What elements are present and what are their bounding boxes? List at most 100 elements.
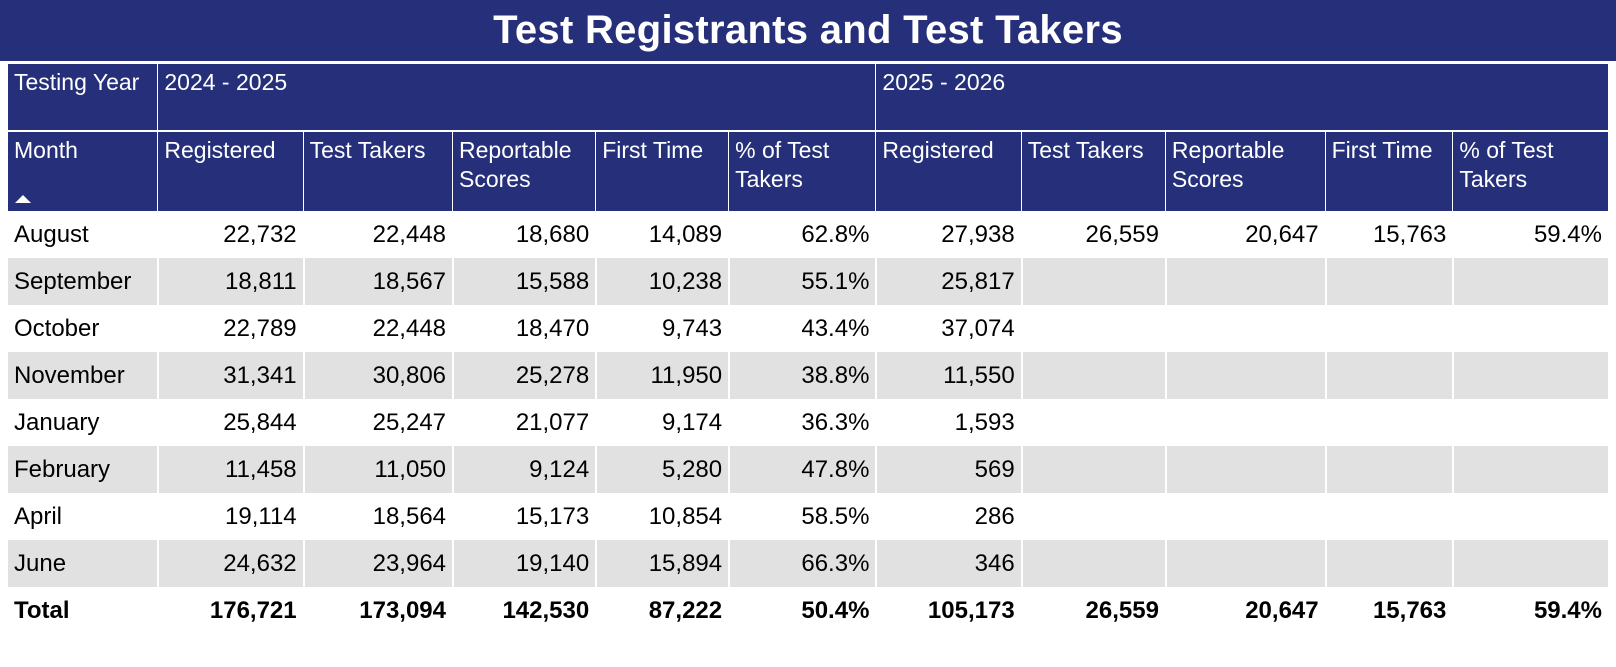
col-header-test-takers[interactable]: Test Takers: [1020, 130, 1165, 211]
value-cell: 47.8%: [728, 446, 876, 493]
col-header-pct-test-takers[interactable]: % of Test Takers: [1452, 130, 1608, 211]
col-header-registered[interactable]: Registered: [875, 130, 1021, 211]
value-cell: [1020, 399, 1165, 446]
value-cell: 25,844: [157, 399, 302, 446]
table-row: September 18,811 18,567 15,588 10,238 55.1% 25…: [8, 258, 1608, 305]
value-cell: 25,247: [302, 399, 452, 446]
value-cell: 18,811: [157, 258, 303, 305]
value-cell: 59.4%: [1452, 587, 1608, 634]
table-row: October 22,789 22,448 18,470 9,743 43.4% 37,07…: [8, 305, 1608, 352]
sort-ascending-icon[interactable]: [15, 195, 31, 203]
value-cell: 37,074: [875, 305, 1020, 352]
column-header-row: Month Registered Test Takers Reportable …: [8, 130, 1608, 211]
value-cell: 15,173: [452, 493, 595, 540]
value-cell: 50.4%: [728, 587, 875, 634]
value-cell: [1164, 540, 1325, 587]
value-cell: 18,564: [302, 493, 452, 540]
value-cell: 23,964: [302, 540, 453, 587]
value-cell: 38.8%: [728, 352, 876, 399]
value-cell: [1020, 540, 1165, 587]
total-row: Total 176,721 173,094 142,530 87,222 50.4% 105…: [8, 587, 1608, 634]
month-cell: June: [8, 540, 158, 587]
value-cell: [1452, 352, 1608, 399]
value-cell: [1164, 446, 1325, 493]
value-cell: 1,593: [875, 399, 1020, 446]
value-cell: 66.3%: [728, 540, 876, 587]
col-header-reportable-scores[interactable]: Reportable Scores: [452, 130, 596, 211]
value-cell: 14,089: [595, 211, 728, 258]
year-header-2025-2026: 2025 - 2026: [875, 64, 1608, 130]
col-header-registered[interactable]: Registered: [157, 130, 303, 211]
value-cell: 142,530: [452, 587, 595, 634]
value-cell: 15,894: [595, 540, 729, 587]
value-cell: [1324, 399, 1453, 446]
value-cell: 15,588: [452, 258, 596, 305]
value-cell: [1020, 493, 1165, 540]
value-cell: 22,732: [157, 211, 302, 258]
value-cell: [1324, 305, 1453, 352]
value-cell: 10,238: [595, 258, 729, 305]
value-cell: 30,806: [302, 352, 453, 399]
col-header-first-time[interactable]: First Time: [1324, 130, 1453, 211]
value-cell: [1020, 446, 1165, 493]
page-title: Test Registrants and Test Takers: [0, 0, 1616, 61]
col-header-reportable-scores[interactable]: Reportable Scores: [1164, 130, 1325, 211]
value-cell: [1324, 493, 1453, 540]
value-cell: [1164, 305, 1325, 352]
value-cell: [1452, 493, 1608, 540]
month-cell: April: [14, 503, 63, 530]
value-cell: 22,789: [157, 305, 302, 352]
value-cell: [1452, 258, 1608, 305]
month-cell: August: [14, 221, 89, 248]
value-cell: 25,817: [875, 258, 1021, 305]
value-cell: 9,174: [595, 399, 728, 446]
value-cell: 11,050: [302, 446, 453, 493]
month-cell: February: [8, 446, 158, 493]
table-row: November 31,341 30,806 25,278 11,950 38.8% 11,…: [8, 352, 1608, 399]
value-cell: 15,763: [1324, 587, 1453, 634]
table-row: January 25,844 25,247 21,077 9,174 36.3% 1,593: [8, 399, 1608, 446]
value-cell: 20,647: [1164, 587, 1325, 634]
value-cell: 26,559: [1020, 587, 1165, 634]
value-cell: 19,114: [157, 493, 302, 540]
table-row: April 19,114 18,564 15,173 10,854 58.5% 286: [8, 493, 1608, 540]
value-cell: 87,222: [595, 587, 728, 634]
month-header-label: Month: [14, 137, 78, 163]
value-cell: 15,763: [1324, 211, 1453, 258]
month-column-header[interactable]: Month: [8, 130, 158, 211]
value-cell: 26,559: [1020, 211, 1165, 258]
value-cell: [1324, 258, 1453, 305]
value-cell: 11,458: [157, 446, 303, 493]
value-cell: 27,938: [875, 211, 1020, 258]
col-header-test-takers[interactable]: Test Takers: [302, 130, 453, 211]
value-cell: 18,470: [452, 305, 595, 352]
value-cell: 11,950: [595, 352, 729, 399]
value-cell: 22,448: [302, 305, 452, 352]
value-cell: 58.5%: [728, 493, 875, 540]
value-cell: 18,680: [452, 211, 595, 258]
value-cell: [1324, 446, 1453, 493]
value-cell: [1452, 305, 1608, 352]
col-header-first-time[interactable]: First Time: [595, 130, 729, 211]
table-row: June 24,632 23,964 19,140 15,894 66.3% 346: [8, 540, 1608, 587]
month-cell: January: [14, 409, 100, 436]
value-cell: 5,280: [595, 446, 729, 493]
value-cell: [1164, 493, 1325, 540]
value-cell: 173,094: [302, 587, 452, 634]
testing-year-header: Testing Year: [8, 64, 158, 130]
value-cell: [1324, 540, 1453, 587]
value-cell: 569: [875, 446, 1021, 493]
value-cell: 24,632: [157, 540, 303, 587]
value-cell: [1020, 258, 1165, 305]
value-cell: 9,124: [452, 446, 596, 493]
value-cell: 31,341: [157, 352, 303, 399]
value-cell: 59.4%: [1452, 211, 1608, 258]
col-header-pct-test-takers[interactable]: % of Test Takers: [728, 130, 876, 211]
month-cell: Total: [14, 597, 70, 624]
value-cell: 55.1%: [728, 258, 876, 305]
value-cell: 105,173: [875, 587, 1020, 634]
value-cell: 346: [875, 540, 1021, 587]
value-cell: 20,647: [1164, 211, 1325, 258]
value-cell: 10,854: [595, 493, 728, 540]
value-cell: [1452, 446, 1608, 493]
